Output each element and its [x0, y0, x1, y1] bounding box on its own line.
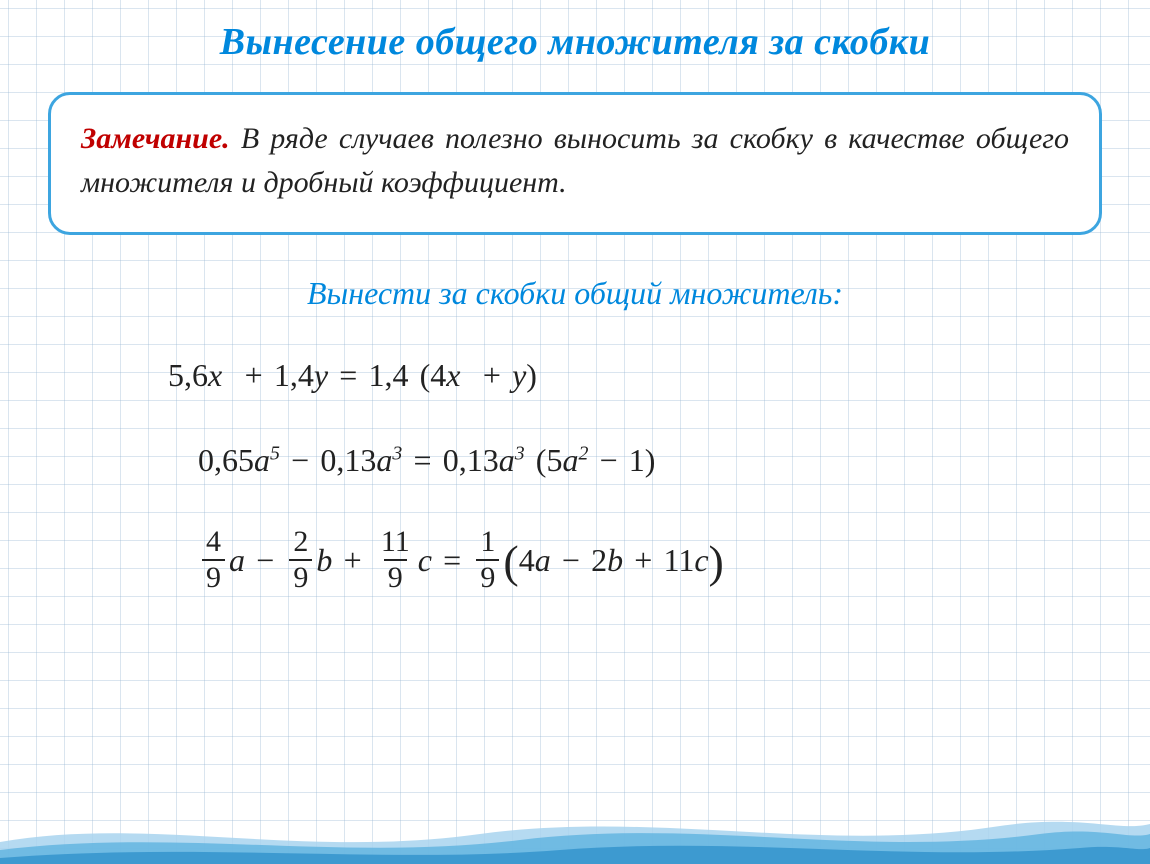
eq1-op1: +	[245, 357, 263, 394]
eq3-rhs-c2: 2	[591, 542, 607, 579]
eq2-rhs-var: a3	[499, 442, 525, 479]
eq2-op1: −	[291, 442, 309, 479]
eq1-rhs-op: +	[483, 357, 501, 394]
note-text: В ряде случаев полезно выносить за скобк…	[81, 122, 1069, 199]
eq1-var2: y	[314, 357, 328, 394]
eq2-inner-const: 1	[629, 442, 645, 479]
eq1-coef2: 1,4	[274, 357, 314, 394]
eq2-inner-op: −	[600, 442, 618, 479]
eq1-close-paren: )	[526, 357, 537, 394]
eq3-frac1: 4 9	[202, 527, 225, 593]
subtitle: Вынести за скобки общий множитель:	[48, 275, 1102, 312]
eq1-coef1: 5,6	[168, 357, 208, 394]
wave-decoration	[0, 804, 1150, 864]
eq3-rhs-op2: +	[634, 542, 652, 579]
eq1-rhs-coef: 4	[430, 357, 446, 394]
slide-content: Вынесение общего множителя за скобки Зам…	[0, 0, 1150, 593]
eq1-rhs-var2: y	[512, 357, 526, 394]
equations-area: 5,6 x + 1,4 y = 1,4 ( 4 x + y ) 0,65 a5	[48, 357, 1102, 593]
eq3-rhs-frac: 1 9	[476, 527, 499, 593]
eq3-frac2: 2 9	[289, 527, 312, 593]
eq1-open-paren: (	[420, 357, 431, 394]
equation-2: 0,65 a5 − 0,13 a3 = 0,13 a3 ( 5 a2 − 1 )	[168, 442, 1102, 479]
eq2-rhs-coef: 0,13	[443, 442, 499, 479]
eq3-var2: b	[316, 542, 332, 579]
eq3-op2: +	[344, 542, 362, 579]
equation-1: 5,6 x + 1,4 y = 1,4 ( 4 x + y )	[168, 357, 1102, 394]
eq3-equals: =	[443, 542, 461, 579]
eq3-frac3: 11 9	[377, 527, 414, 593]
eq1-rhs-var1: x	[446, 357, 460, 394]
eq1-rhs-factor: 1,4	[368, 357, 408, 394]
eq2-coef2: 0,13	[320, 442, 376, 479]
eq2-coef1: 0,65	[198, 442, 254, 479]
eq2-var1: a5	[254, 442, 280, 479]
eq3-op1: −	[256, 542, 274, 579]
note-paragraph: Замечание. В ряде случаев полезно выноси…	[81, 117, 1069, 204]
note-box: Замечание. В ряде случаев полезно выноси…	[48, 92, 1102, 235]
eq3-var1: a	[229, 542, 245, 579]
eq2-open-paren: (	[536, 442, 547, 479]
eq1-equals: =	[339, 357, 357, 394]
eq2-equals: =	[413, 442, 431, 479]
eq3-rhs-v1: a	[535, 542, 551, 579]
eq2-var2: a3	[376, 442, 402, 479]
note-label: Замечание.	[81, 122, 230, 155]
page-title: Вынесение общего множителя за скобки	[48, 20, 1102, 64]
eq2-close-paren: )	[645, 442, 656, 479]
eq2-inner-coef: 5	[546, 442, 562, 479]
eq2-inner-var: a2	[562, 442, 588, 479]
equation-3: 4 9 a − 2 9 b + 11 9 c = 1	[168, 527, 1102, 593]
eq3-var3: c	[418, 542, 432, 579]
eq1-var1: x	[208, 357, 222, 394]
eq3-rhs-v2: b	[607, 542, 623, 579]
eq3-rhs-c3: 11	[664, 542, 695, 579]
eq3-rhs-c1: 4	[519, 542, 535, 579]
eq3-rhs-op1: −	[562, 542, 580, 579]
eq3-rhs-v3: c	[694, 542, 708, 579]
